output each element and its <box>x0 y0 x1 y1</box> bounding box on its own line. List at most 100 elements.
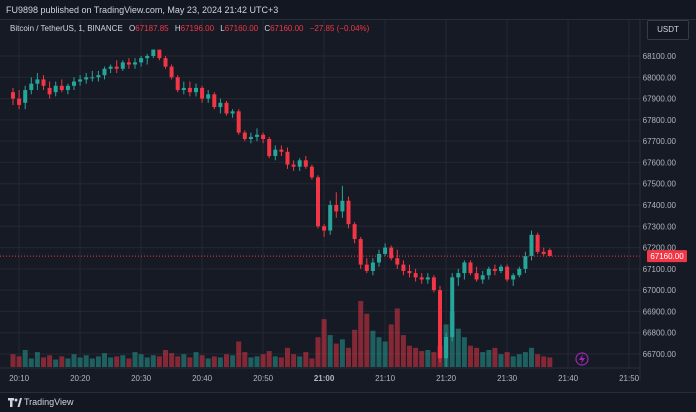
volume-bar <box>510 356 516 367</box>
volume-bar <box>309 358 315 367</box>
legend-o-label: O <box>129 24 136 33</box>
chart-legend: Bitcoin / TetherUS, 1, BINANCE O67187.85… <box>10 24 369 33</box>
volume-bar <box>144 357 150 367</box>
volume-bar <box>480 352 486 367</box>
candle <box>102 66 107 80</box>
last-price-badge: 67160.00 <box>647 250 687 263</box>
candle <box>407 264 412 278</box>
candle-body <box>175 77 180 91</box>
candle <box>523 251 528 274</box>
candle <box>84 73 89 84</box>
candle-body <box>65 85 70 91</box>
volume-bar <box>547 357 553 367</box>
candle <box>389 245 394 261</box>
candle <box>200 85 205 103</box>
candle <box>492 264 497 276</box>
candle <box>377 249 381 267</box>
candle <box>395 249 400 269</box>
candle <box>529 230 534 261</box>
volume-bar <box>211 356 217 367</box>
candle-body <box>96 75 101 78</box>
candle <box>346 196 351 229</box>
candle-body <box>499 266 503 271</box>
candle-body <box>126 62 131 65</box>
price-tick-label: 67000.00 <box>643 286 677 295</box>
candle-body <box>206 94 211 99</box>
candle <box>352 222 357 244</box>
chart-area[interactable]: 68100.00 68000.00 67900.00 67800.00 67700.00… <box>0 20 696 392</box>
volume-bar <box>47 355 53 367</box>
candlestick-chart[interactable]: 68100.00 68000.00 67900.00 67800.00 67700.00… <box>0 20 696 392</box>
candle <box>480 270 485 284</box>
candle-body <box>383 247 388 254</box>
candle-body <box>322 226 327 231</box>
candle <box>273 145 278 161</box>
price-axis[interactable]: 68100.00 68000.00 67900.00 67800.00 67700.00… <box>639 20 677 380</box>
time-axis[interactable]: 20:10 20:20 20:30 20:40 20:50 21:00 21:10 21:20… <box>0 367 640 383</box>
candle <box>108 64 113 74</box>
candle-body <box>29 83 34 91</box>
candle-body <box>194 87 198 93</box>
legend-high: 67196.00 <box>180 24 215 33</box>
volume-bar <box>388 324 394 367</box>
candle <box>133 58 137 69</box>
candle <box>419 273 424 284</box>
volume-bar <box>114 356 120 367</box>
candle <box>334 192 339 218</box>
volume-bar <box>193 352 199 367</box>
candle-body <box>279 149 284 152</box>
time-tick-label: 21:50 <box>619 374 640 383</box>
candle-body <box>297 160 302 167</box>
volume-bar <box>407 345 412 367</box>
candle <box>11 87 15 105</box>
candle-body <box>11 92 15 99</box>
price-tick-label: 67200.00 <box>643 244 677 253</box>
candle <box>316 175 320 229</box>
candle-body <box>41 79 46 86</box>
volume-bar <box>327 335 333 367</box>
volume-bar <box>382 341 388 367</box>
candle-body <box>395 258 400 265</box>
candle-body <box>547 250 552 257</box>
candle <box>96 70 101 82</box>
volume-bar <box>272 356 278 367</box>
volume-bar <box>22 349 28 367</box>
candle-body <box>529 234 534 257</box>
candle <box>468 260 473 276</box>
price-tick-label: 67100.00 <box>643 265 677 274</box>
candle-body <box>59 85 64 91</box>
candle <box>444 332 449 367</box>
volume-bar <box>394 308 400 367</box>
volume-bar <box>217 357 223 367</box>
volume-bar <box>34 352 40 367</box>
candle <box>438 285 442 363</box>
price-tick-label: 67500.00 <box>643 180 677 189</box>
volume-bar <box>138 354 144 367</box>
legend-symbol: Bitcoin / TetherUS, 1, BINANCE <box>10 24 123 33</box>
candle <box>462 260 467 280</box>
candle <box>383 243 388 257</box>
candle-body <box>462 262 467 274</box>
candle-body <box>187 87 192 93</box>
candle <box>53 81 58 97</box>
currency-button[interactable]: USDT <box>647 20 689 40</box>
candle-body <box>401 264 406 271</box>
candle-body <box>90 77 95 79</box>
candle-body <box>474 273 479 280</box>
lightning-icon[interactable] <box>575 352 589 366</box>
candle <box>17 90 22 110</box>
candle <box>450 273 455 342</box>
volume-bar <box>498 354 504 367</box>
volume-bar <box>455 328 461 367</box>
candle-body <box>450 277 455 337</box>
volume-bar <box>504 352 510 367</box>
candle-body <box>248 136 253 140</box>
candle <box>120 60 125 71</box>
volume-bar <box>120 355 126 367</box>
time-tick-label: 21:00 <box>314 374 335 383</box>
time-tick-label: 20:10 <box>9 374 30 383</box>
time-tick-label: 20:20 <box>70 374 91 383</box>
price-tick-label: 67600.00 <box>643 158 677 167</box>
volume-bar <box>181 354 187 367</box>
volume-bar <box>95 356 101 367</box>
